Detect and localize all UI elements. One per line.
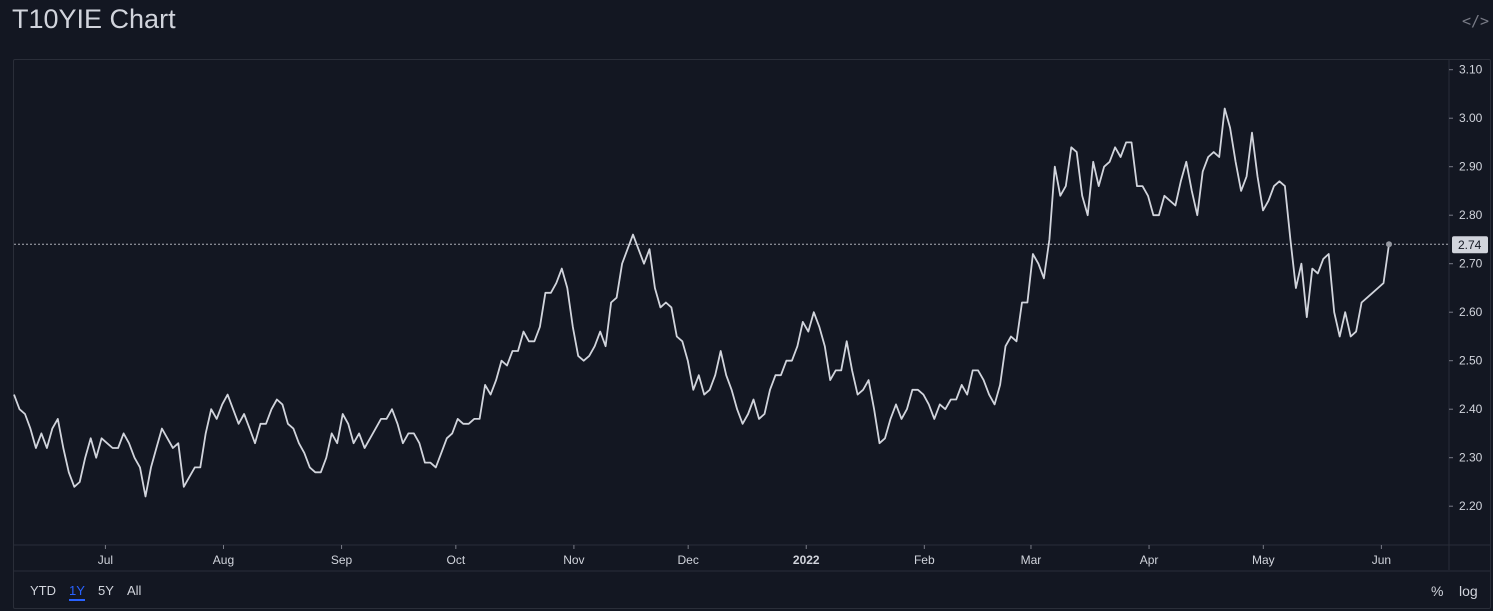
x-tick-label: Sep (331, 553, 353, 567)
last-value-label: 2.74 (1458, 238, 1482, 252)
log-toggle[interactable]: log (1459, 583, 1478, 599)
x-tick-label: Apr (1140, 553, 1159, 567)
y-tick-label: 2.20 (1459, 499, 1483, 513)
range-ytd-button[interactable]: YTD (30, 583, 56, 598)
last-value-badge (1452, 236, 1488, 254)
y-tick-label: 3.00 (1459, 111, 1483, 125)
y-tick-label: 2.30 (1459, 451, 1483, 465)
x-tick-label: Oct (446, 553, 465, 567)
x-tick-label: 2022 (793, 553, 820, 567)
y-tick-label: 3.10 (1459, 63, 1483, 77)
y-tick-label: 2.50 (1459, 354, 1483, 368)
range-1y-button[interactable]: 1Y (69, 583, 85, 601)
x-tick-label: Jul (98, 553, 113, 567)
x-tick-label: Mar (1021, 553, 1042, 567)
y-tick-label: 2.90 (1459, 160, 1483, 174)
chart-title: T10YIE Chart (12, 4, 176, 34)
x-tick-label: Jun (1372, 553, 1391, 567)
last-point-marker (1386, 241, 1392, 248)
percent-toggle[interactable]: % (1431, 583, 1444, 599)
range-all-button[interactable]: All (127, 583, 142, 598)
y-tick-label: 2.40 (1459, 402, 1483, 416)
series-line (13, 107, 1390, 498)
y-tick-label: 2.70 (1459, 257, 1483, 271)
y-tick-label: 2.80 (1459, 208, 1483, 222)
x-tick-label: Aug (213, 553, 234, 567)
x-tick-label: Feb (914, 553, 935, 567)
range-5y-button[interactable]: 5Y (98, 583, 114, 598)
code-icon[interactable]: </> (1462, 12, 1490, 30)
x-tick-label: Dec (677, 553, 698, 567)
x-tick-label: Nov (563, 553, 584, 567)
y-tick-label: 2.60 (1459, 305, 1483, 319)
x-tick-label: May (1252, 553, 1275, 567)
chart-frame (13, 59, 1491, 609)
